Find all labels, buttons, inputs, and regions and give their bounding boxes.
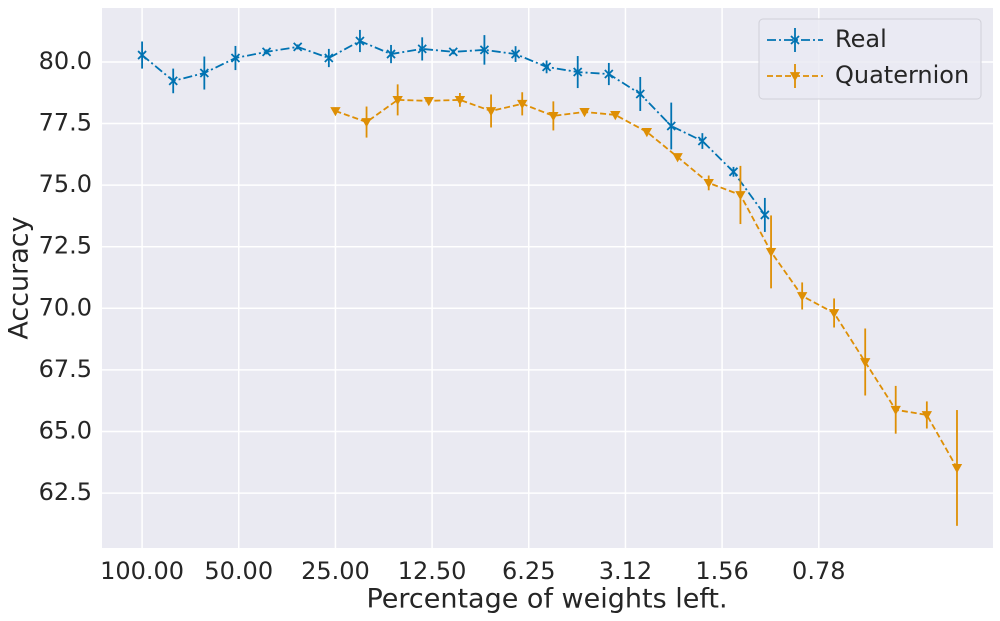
marker (324, 53, 334, 63)
x-tick-label: 1.56 (695, 557, 748, 585)
legend-marker (789, 72, 801, 82)
marker (765, 247, 777, 258)
marker (517, 99, 528, 110)
marker (137, 50, 147, 60)
x-tick-label: 25.00 (301, 557, 370, 585)
y-axis-label: Accuracy (4, 216, 35, 339)
marker (890, 405, 901, 416)
marker (635, 89, 645, 99)
y-tick-label: 67.5 (39, 355, 92, 383)
y-tick-label: 75.0 (39, 170, 92, 198)
marker (796, 292, 808, 302)
marker (951, 464, 963, 474)
x-axis-label: Percentage of weights left. (366, 584, 727, 615)
marker (697, 136, 708, 146)
marker (860, 358, 871, 368)
y-tick-label: 70.0 (39, 293, 92, 321)
marker (548, 112, 559, 122)
marker (261, 47, 272, 57)
marker (199, 68, 209, 78)
marker (230, 53, 241, 63)
x-tick-label: 6.25 (502, 557, 555, 585)
marker (921, 411, 933, 421)
marker (485, 107, 497, 117)
marker (703, 179, 714, 189)
marker (392, 95, 403, 106)
y-tick-label: 65.0 (39, 416, 92, 444)
x-tick-label: 12.50 (398, 557, 467, 585)
marker (541, 62, 552, 72)
y-tick-label: 62.5 (39, 478, 92, 506)
marker (454, 95, 466, 106)
x-tick-label: 0.78 (792, 557, 845, 585)
marker (361, 118, 372, 128)
legend-box (758, 18, 982, 100)
marker (760, 210, 770, 220)
marker (355, 36, 365, 46)
y-tick-label: 77.5 (39, 109, 92, 137)
marker (330, 107, 341, 117)
marker (479, 45, 490, 55)
marker (386, 49, 396, 59)
series-line (335, 98, 958, 469)
marker (610, 111, 621, 121)
marker (728, 167, 739, 177)
marker (672, 153, 683, 163)
x-tick-label: 100.00 (100, 557, 184, 585)
marker (641, 128, 653, 138)
marker (423, 96, 434, 107)
marker (666, 121, 676, 131)
marker (604, 69, 614, 79)
marker (293, 42, 303, 52)
legend-label: Real (835, 25, 887, 53)
marker (417, 44, 427, 54)
marker (168, 76, 178, 86)
marker (448, 47, 458, 57)
x-tick-label: 50.00 (204, 557, 273, 585)
marker (579, 108, 590, 118)
legend-label: Quaternion (835, 61, 969, 89)
y-tick-label: 80.0 (39, 47, 92, 75)
legend: Real Quaternion (758, 18, 982, 100)
marker (573, 67, 583, 77)
marker (828, 309, 840, 319)
legend-marker (790, 35, 800, 45)
marker (735, 191, 746, 201)
marker (510, 49, 521, 59)
x-tick-label: 3.12 (599, 557, 652, 585)
y-tick-label: 72.5 (39, 232, 92, 260)
